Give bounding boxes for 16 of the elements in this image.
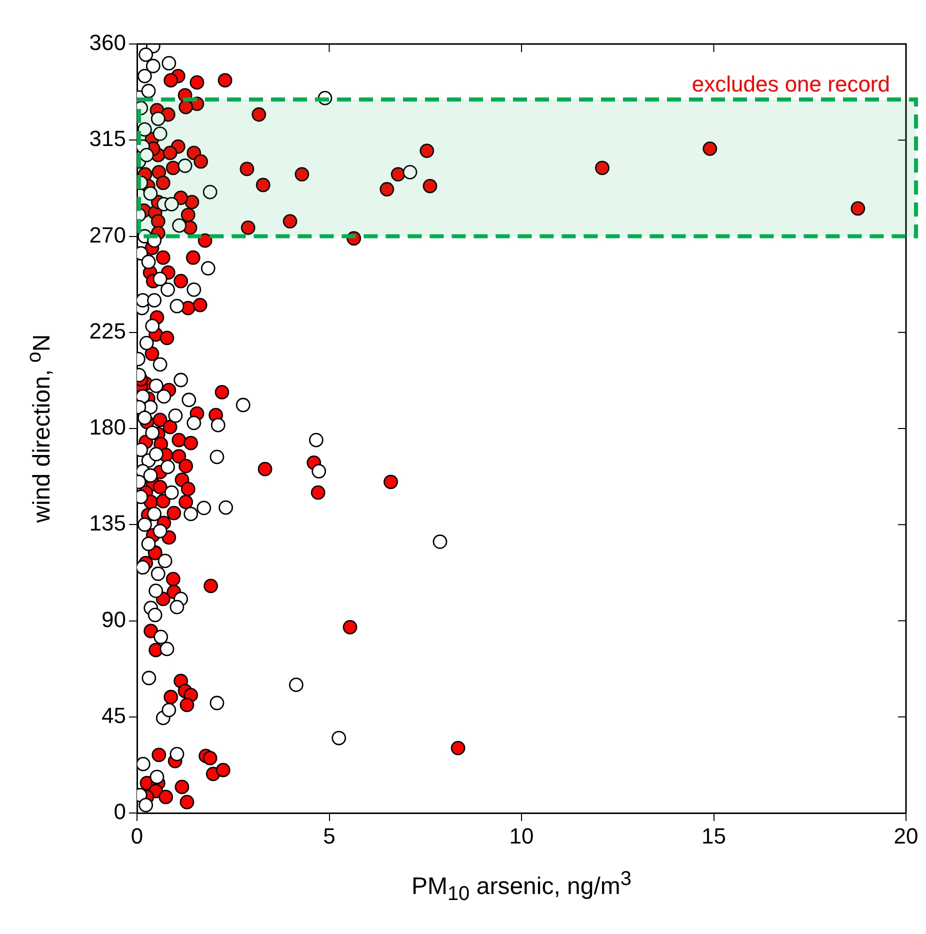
x-tick-label: 5 <box>323 823 336 848</box>
band-label: excludes one record <box>692 72 890 97</box>
y-tick-label: 90 <box>102 606 126 632</box>
y-tick-label: 180 <box>89 414 126 440</box>
x-tick-label: 20 <box>894 823 918 848</box>
y-tick-label: 270 <box>89 222 126 248</box>
x-axis-title: PM$_{10}$ arsenic, ng/m$^{3}$ <box>410 868 633 906</box>
y-tick-label: 0 <box>114 799 126 824</box>
y-tick-label: 360 <box>89 30 126 56</box>
y-tick-label: 135 <box>89 510 126 536</box>
x-tick-label: 0 <box>130 823 144 848</box>
y-tick-label: 45 <box>102 702 126 728</box>
x-tick-label: 15 <box>702 823 726 848</box>
y-tick-label: 315 <box>89 126 126 152</box>
x-tick-label: 10 <box>509 823 534 848</box>
y-tick-label: 225 <box>89 318 126 344</box>
